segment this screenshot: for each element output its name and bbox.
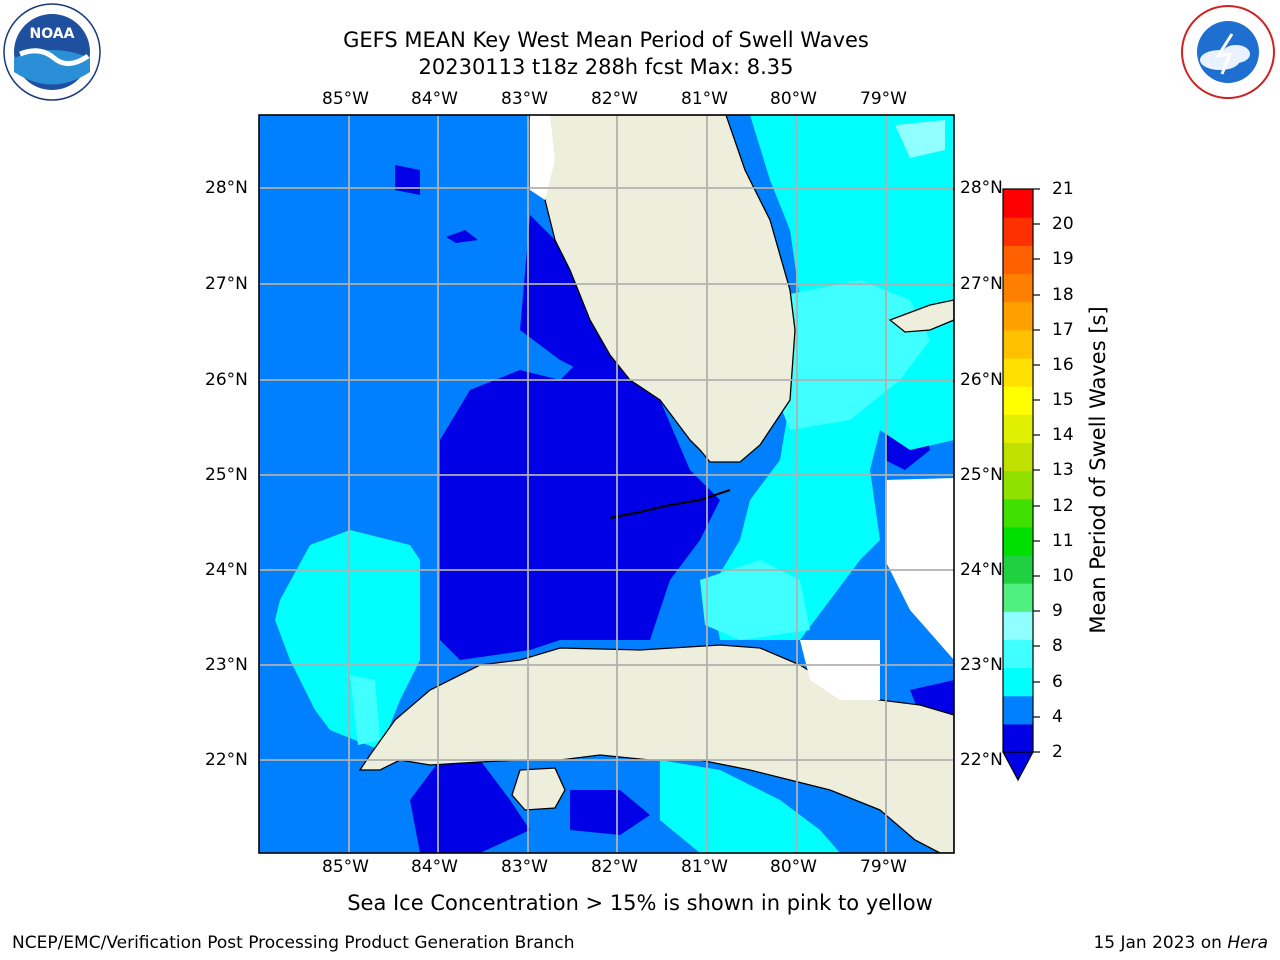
colorbar-segment xyxy=(1003,442,1033,472)
colorbar-segment xyxy=(1003,667,1033,697)
colorbar-label: Mean Period of Swell Waves [s] xyxy=(1086,306,1110,634)
lon-label-top: 83°W xyxy=(501,89,548,109)
colorbar-tick-label: 12 xyxy=(1052,496,1074,516)
colorbar-segment xyxy=(1003,723,1033,753)
chart-title-line2: 20230113 t18z 288h fcst Max: 8.35 xyxy=(418,55,794,79)
colorbar-segment xyxy=(1003,611,1033,640)
map-frame xyxy=(258,114,955,854)
lat-label-right: 24°N xyxy=(960,560,1003,580)
lon-label-top: 80°W xyxy=(770,89,817,109)
colorbar-tick-label: 14 xyxy=(1052,425,1074,445)
footer-date: 15 Jan 2023 on xyxy=(1093,933,1228,953)
colorbar-segment xyxy=(1003,554,1033,584)
colorbar-segment xyxy=(1003,357,1033,387)
footer-host: Hera xyxy=(1227,933,1268,953)
colorbar-tick-label: 18 xyxy=(1052,285,1074,305)
lat-label-right: 22°N xyxy=(960,750,1003,770)
nws-logo xyxy=(1178,4,1278,100)
colorbar-segment xyxy=(1003,639,1033,669)
lon-label-top: 84°W xyxy=(411,89,458,109)
colorbar-segment xyxy=(1003,386,1033,415)
lon-label-bottom: 80°W xyxy=(770,857,817,877)
lat-label-left: 22°N xyxy=(205,750,248,770)
lat-label-right: 26°N xyxy=(960,370,1003,390)
colorbar-tick-label: 19 xyxy=(1052,249,1074,269)
colorbar-segment xyxy=(1003,301,1033,331)
footer-left: NCEP/EMC/Verification Post Processing Pr… xyxy=(12,933,575,953)
colorbar-segment xyxy=(1003,695,1033,725)
lon-label-bottom: 82°W xyxy=(591,857,638,877)
lon-label-top: 82°W xyxy=(591,89,638,109)
lat-label-right: 25°N xyxy=(960,465,1003,485)
lat-label-left: 26°N xyxy=(205,370,248,390)
lon-label-bottom: 84°W xyxy=(411,857,458,877)
lon-label-top: 79°W xyxy=(860,89,907,109)
colorbar-segment xyxy=(1003,245,1033,275)
lon-label-bottom: 85°W xyxy=(322,857,369,877)
svg-text:NOAA: NOAA xyxy=(30,26,75,42)
colorbar-tick-label: 4 xyxy=(1052,707,1063,727)
colorbar-tick-label: 2 xyxy=(1052,742,1063,762)
grand-bahama xyxy=(888,299,954,333)
map-area xyxy=(259,115,954,853)
colorbar-extend-arrow xyxy=(1001,751,1035,782)
map-gridlines xyxy=(259,115,954,853)
footer-right: 15 Jan 2023 on Hera xyxy=(1093,933,1268,953)
lon-label-top: 81°W xyxy=(681,89,728,109)
lon-label-bottom: 81°W xyxy=(681,857,728,877)
colorbar-segment xyxy=(1003,583,1033,612)
lon-label-bottom: 79°W xyxy=(860,857,907,877)
sea-ice-note: Sea Ice Concentration > 15% is shown in … xyxy=(347,891,933,915)
colorbar-segment xyxy=(1003,217,1033,246)
lat-label-right: 23°N xyxy=(960,655,1003,675)
lat-label-left: 28°N xyxy=(205,178,248,198)
lat-label-left: 27°N xyxy=(205,274,248,294)
colorbar-tick-label: 21 xyxy=(1052,179,1074,199)
lat-label-left: 23°N xyxy=(205,655,248,675)
colorbar-tick-label: 15 xyxy=(1052,390,1074,410)
colorbar-tick-label: 17 xyxy=(1052,320,1074,340)
colorbar-segment xyxy=(1003,189,1033,218)
colorbar xyxy=(1001,188,1040,782)
colorbar-segment xyxy=(1003,414,1033,443)
lon-label-top: 85°W xyxy=(322,89,369,109)
colorbar-segment xyxy=(1003,470,1033,500)
colorbar-tick-label: 9 xyxy=(1052,601,1063,621)
colorbar-tick-label: 8 xyxy=(1052,636,1063,656)
colorbar-segment xyxy=(1003,498,1033,528)
lat-label-right: 27°N xyxy=(960,274,1003,294)
lat-label-left: 24°N xyxy=(205,560,248,580)
colorbar-segment xyxy=(1003,273,1033,303)
colorbar-tick-label: 13 xyxy=(1052,460,1074,480)
colorbar-segment xyxy=(1003,329,1033,359)
lat-label-right: 28°N xyxy=(960,178,1003,198)
colorbar-tick-label: 11 xyxy=(1052,531,1074,551)
lat-label-left: 25°N xyxy=(205,465,248,485)
chart-title-line1: GEFS MEAN Key West Mean Period of Swell … xyxy=(343,28,869,52)
isla-juventud xyxy=(511,767,566,811)
noaa-logo: NOAA xyxy=(2,2,102,102)
colorbar-tick-label: 16 xyxy=(1052,355,1074,375)
swell-band-below-2 xyxy=(440,350,720,660)
colorbar-segment xyxy=(1003,526,1033,556)
colorbar-tick-label: 6 xyxy=(1052,672,1063,692)
colorbar-tick-label: 20 xyxy=(1052,214,1074,234)
lon-label-bottom: 83°W xyxy=(501,857,548,877)
florida-land xyxy=(529,115,796,463)
colorbar-tick-label: 10 xyxy=(1052,566,1074,586)
